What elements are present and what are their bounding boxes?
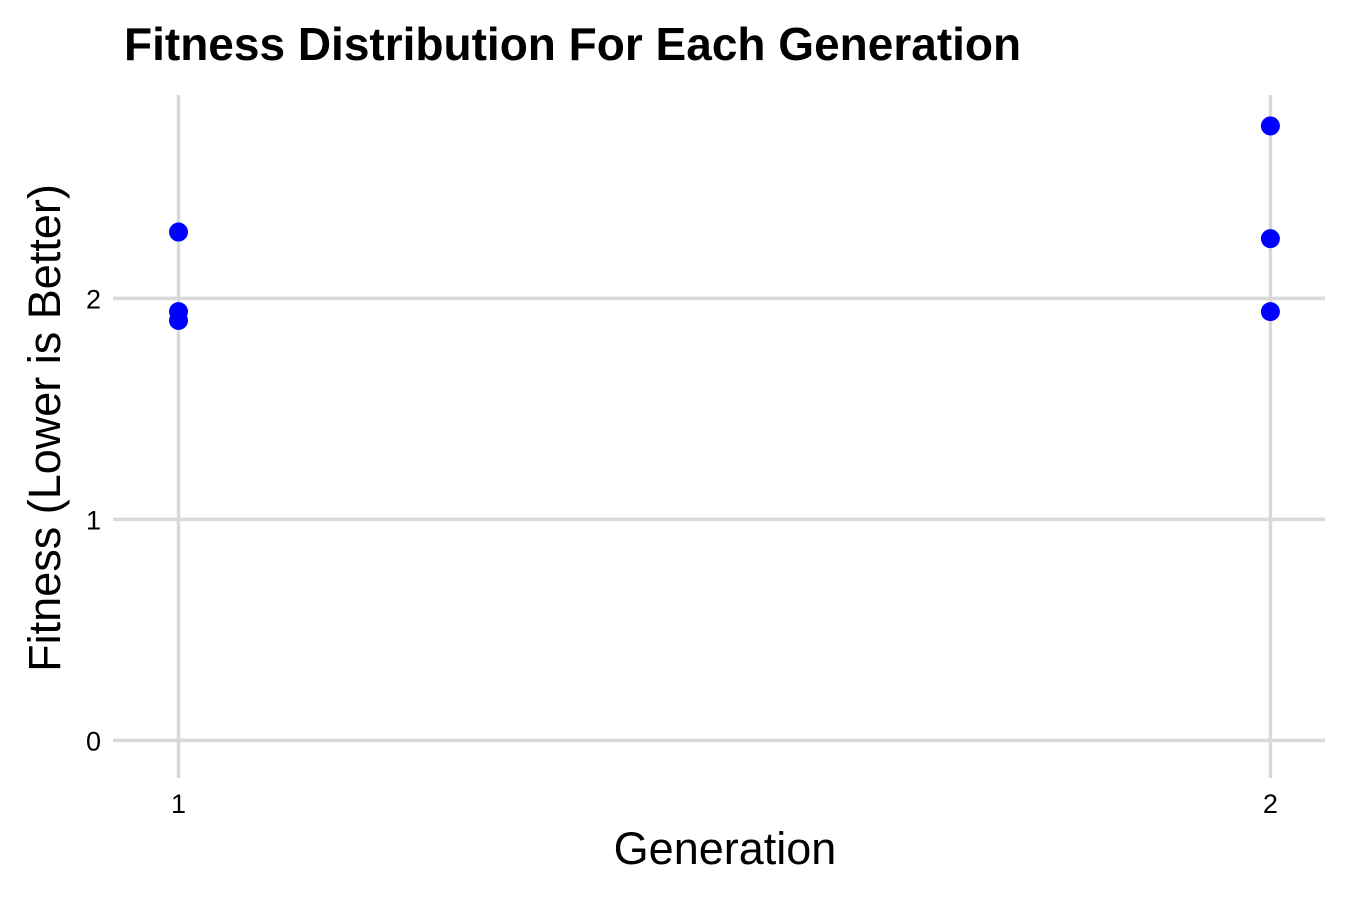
grid-lines <box>113 95 1325 778</box>
data-point <box>169 222 189 242</box>
data-point <box>1260 302 1280 322</box>
data-point <box>1260 229 1280 249</box>
tick-labels: 0 1 2 1 2 <box>86 284 1278 819</box>
chart-title: Fitness Distribution For Each Generation <box>124 18 1021 70</box>
x-axis-label: Generation <box>614 823 837 874</box>
y-axis-label: Fitness (Lower is Better) <box>19 184 70 672</box>
data-point <box>1260 116 1280 136</box>
y-tick-label: 2 <box>86 284 101 314</box>
data-points <box>169 116 1280 330</box>
data-point <box>169 310 189 330</box>
y-tick-label: 1 <box>86 505 101 535</box>
x-tick-label: 2 <box>1263 789 1278 819</box>
y-tick-label: 0 <box>86 726 101 756</box>
x-tick-label: 1 <box>171 789 186 819</box>
